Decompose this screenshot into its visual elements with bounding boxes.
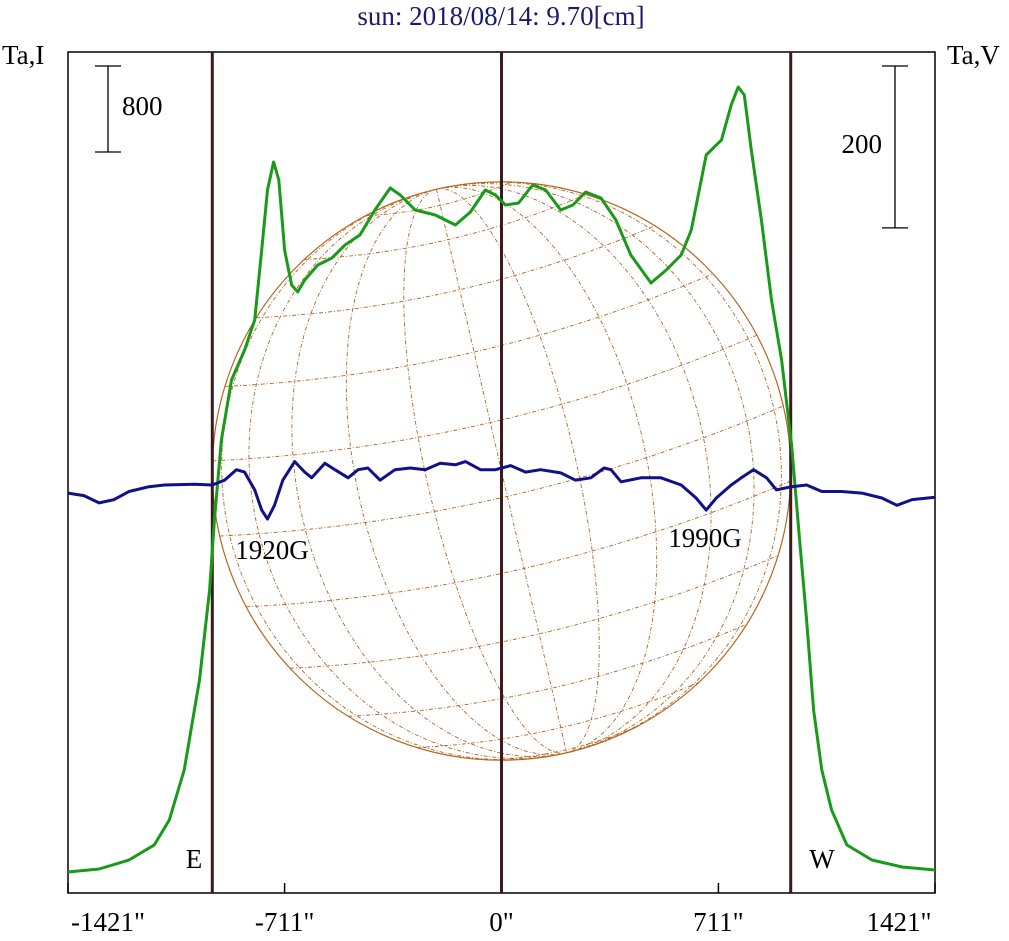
parallel	[212, 334, 758, 462]
series-line	[67, 85, 936, 874]
meridian	[436, 185, 712, 754]
x-tick-label: 0"	[489, 907, 514, 937]
parallel	[246, 480, 791, 608]
x-tick-label: 1421"	[866, 907, 931, 937]
meridian	[436, 188, 600, 754]
parallel	[289, 555, 779, 669]
parallel	[348, 623, 747, 717]
x-tick-label: -1421"	[71, 907, 145, 937]
x-tick-label: 711"	[693, 907, 744, 937]
meridian	[436, 186, 658, 754]
meridian	[248, 188, 567, 759]
y-axis-label: Ta,I	[2, 40, 44, 70]
meridian	[436, 181, 782, 754]
parallel	[219, 405, 784, 537]
annotation: 1990G	[668, 523, 742, 553]
meridian	[291, 188, 567, 757]
meridian	[403, 188, 567, 754]
annotation: W	[809, 844, 835, 874]
parallel	[491, 725, 638, 761]
series-line	[67, 460, 936, 521]
parallel	[416, 682, 699, 749]
annotation: 1920G	[235, 535, 309, 565]
meridian	[221, 188, 567, 761]
x-tick-label: -711"	[255, 907, 315, 937]
y2-axis-label: Ta,V	[947, 40, 1000, 70]
parallel	[304, 194, 587, 260]
globe	[211, 181, 792, 761]
scale-bar-label: 200	[842, 129, 883, 159]
chart-title: sun: 2018/08/14: 9.70[cm]	[357, 1, 644, 31]
meridian	[436, 183, 755, 754]
parallel	[365, 181, 512, 217]
grid	[212, 181, 791, 761]
meridian	[345, 188, 567, 756]
parallel	[256, 225, 655, 319]
scale-bar-label: 800	[122, 91, 163, 121]
annotation: E	[186, 844, 203, 874]
parallel	[224, 273, 714, 387]
